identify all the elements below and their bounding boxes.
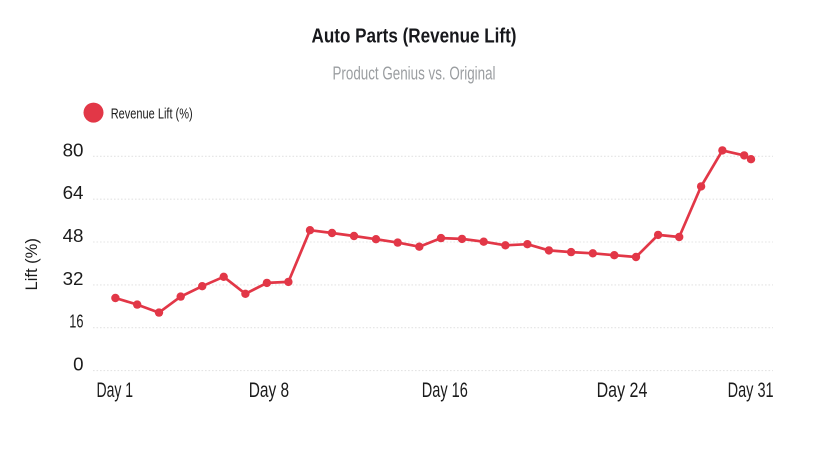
svg-text:Product Genius vs. Original: Product Genius vs. Original [333, 64, 496, 84]
svg-text:80: 80 [63, 140, 84, 160]
svg-text:32: 32 [63, 269, 84, 289]
svg-text:48: 48 [63, 226, 84, 246]
svg-text:Day 31: Day 31 [728, 379, 774, 402]
svg-text:Day 8: Day 8 [249, 379, 289, 402]
svg-text:Day 1: Day 1 [97, 379, 134, 402]
svg-text:Lift (%): Lift (%) [23, 238, 41, 290]
svg-text:16: 16 [69, 312, 83, 332]
svg-text:Revenue Lift (%): Revenue Lift (%) [111, 106, 193, 123]
svg-text:64: 64 [63, 183, 84, 203]
svg-text:Auto Parts (Revenue Lift): Auto Parts (Revenue Lift) [312, 24, 517, 47]
svg-text:Day 24: Day 24 [597, 379, 648, 402]
svg-text:Day 16: Day 16 [422, 379, 468, 402]
svg-text:0: 0 [73, 355, 83, 375]
